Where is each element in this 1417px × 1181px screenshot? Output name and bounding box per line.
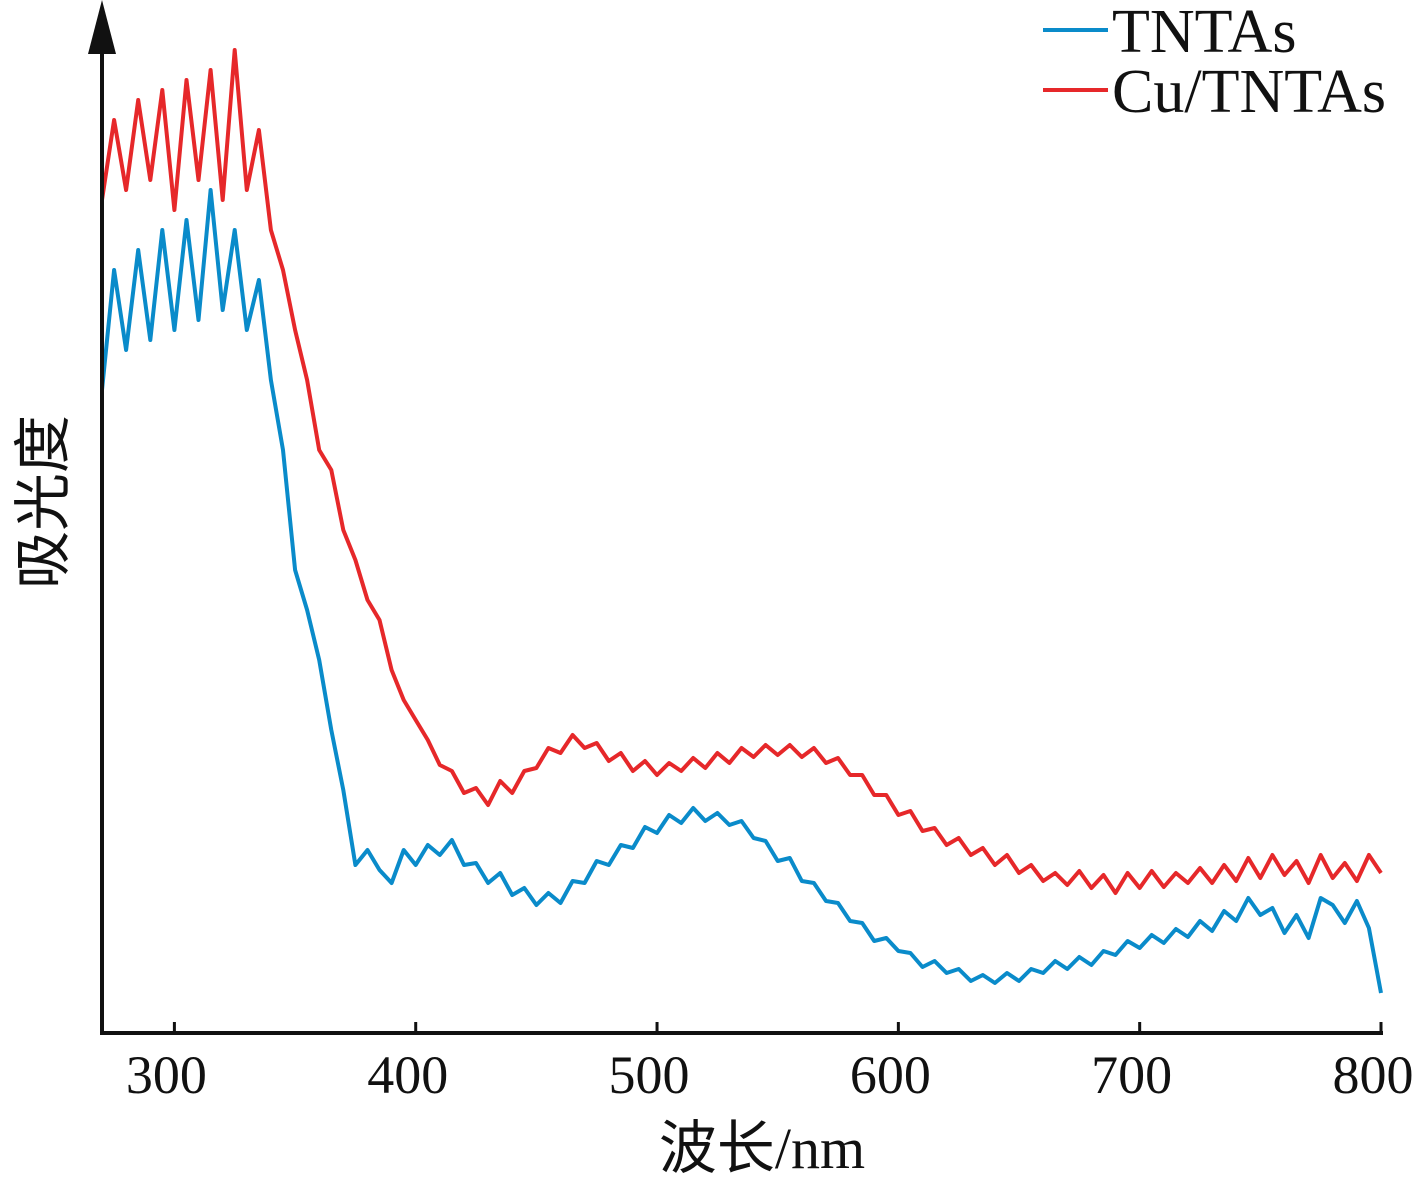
legend-item-cu-tntas: Cu/TNTAs [1043,58,1386,126]
series-line-tntas [100,188,1383,994]
x-tick-label: 700 [1091,1045,1172,1105]
x-tick-label: 600 [850,1045,931,1105]
legend-label-cu-tntas: Cu/TNTAs [1112,58,1386,126]
x-ticks: 300 400 500 600 700 800 [126,1022,1414,1105]
series-line-cu-tntas [100,48,1383,895]
x-tick-label: 300 [126,1045,207,1105]
x-tick-label: 800 [1333,1045,1414,1105]
axes [88,0,1383,1035]
x-axis-label: 波长/nm [659,1116,865,1181]
legend: TNTAs Cu/TNTAs [1043,0,1386,126]
series-layer [100,48,1383,994]
legend-item-tntas: TNTAs [1043,0,1296,66]
y-axis-arrow [88,0,116,54]
legend-label-tntas: TNTAs [1112,0,1296,66]
x-tick-label: 400 [367,1045,448,1105]
x-tick-label: 500 [609,1045,690,1105]
y-axis-label: 吸光度 [11,415,76,589]
